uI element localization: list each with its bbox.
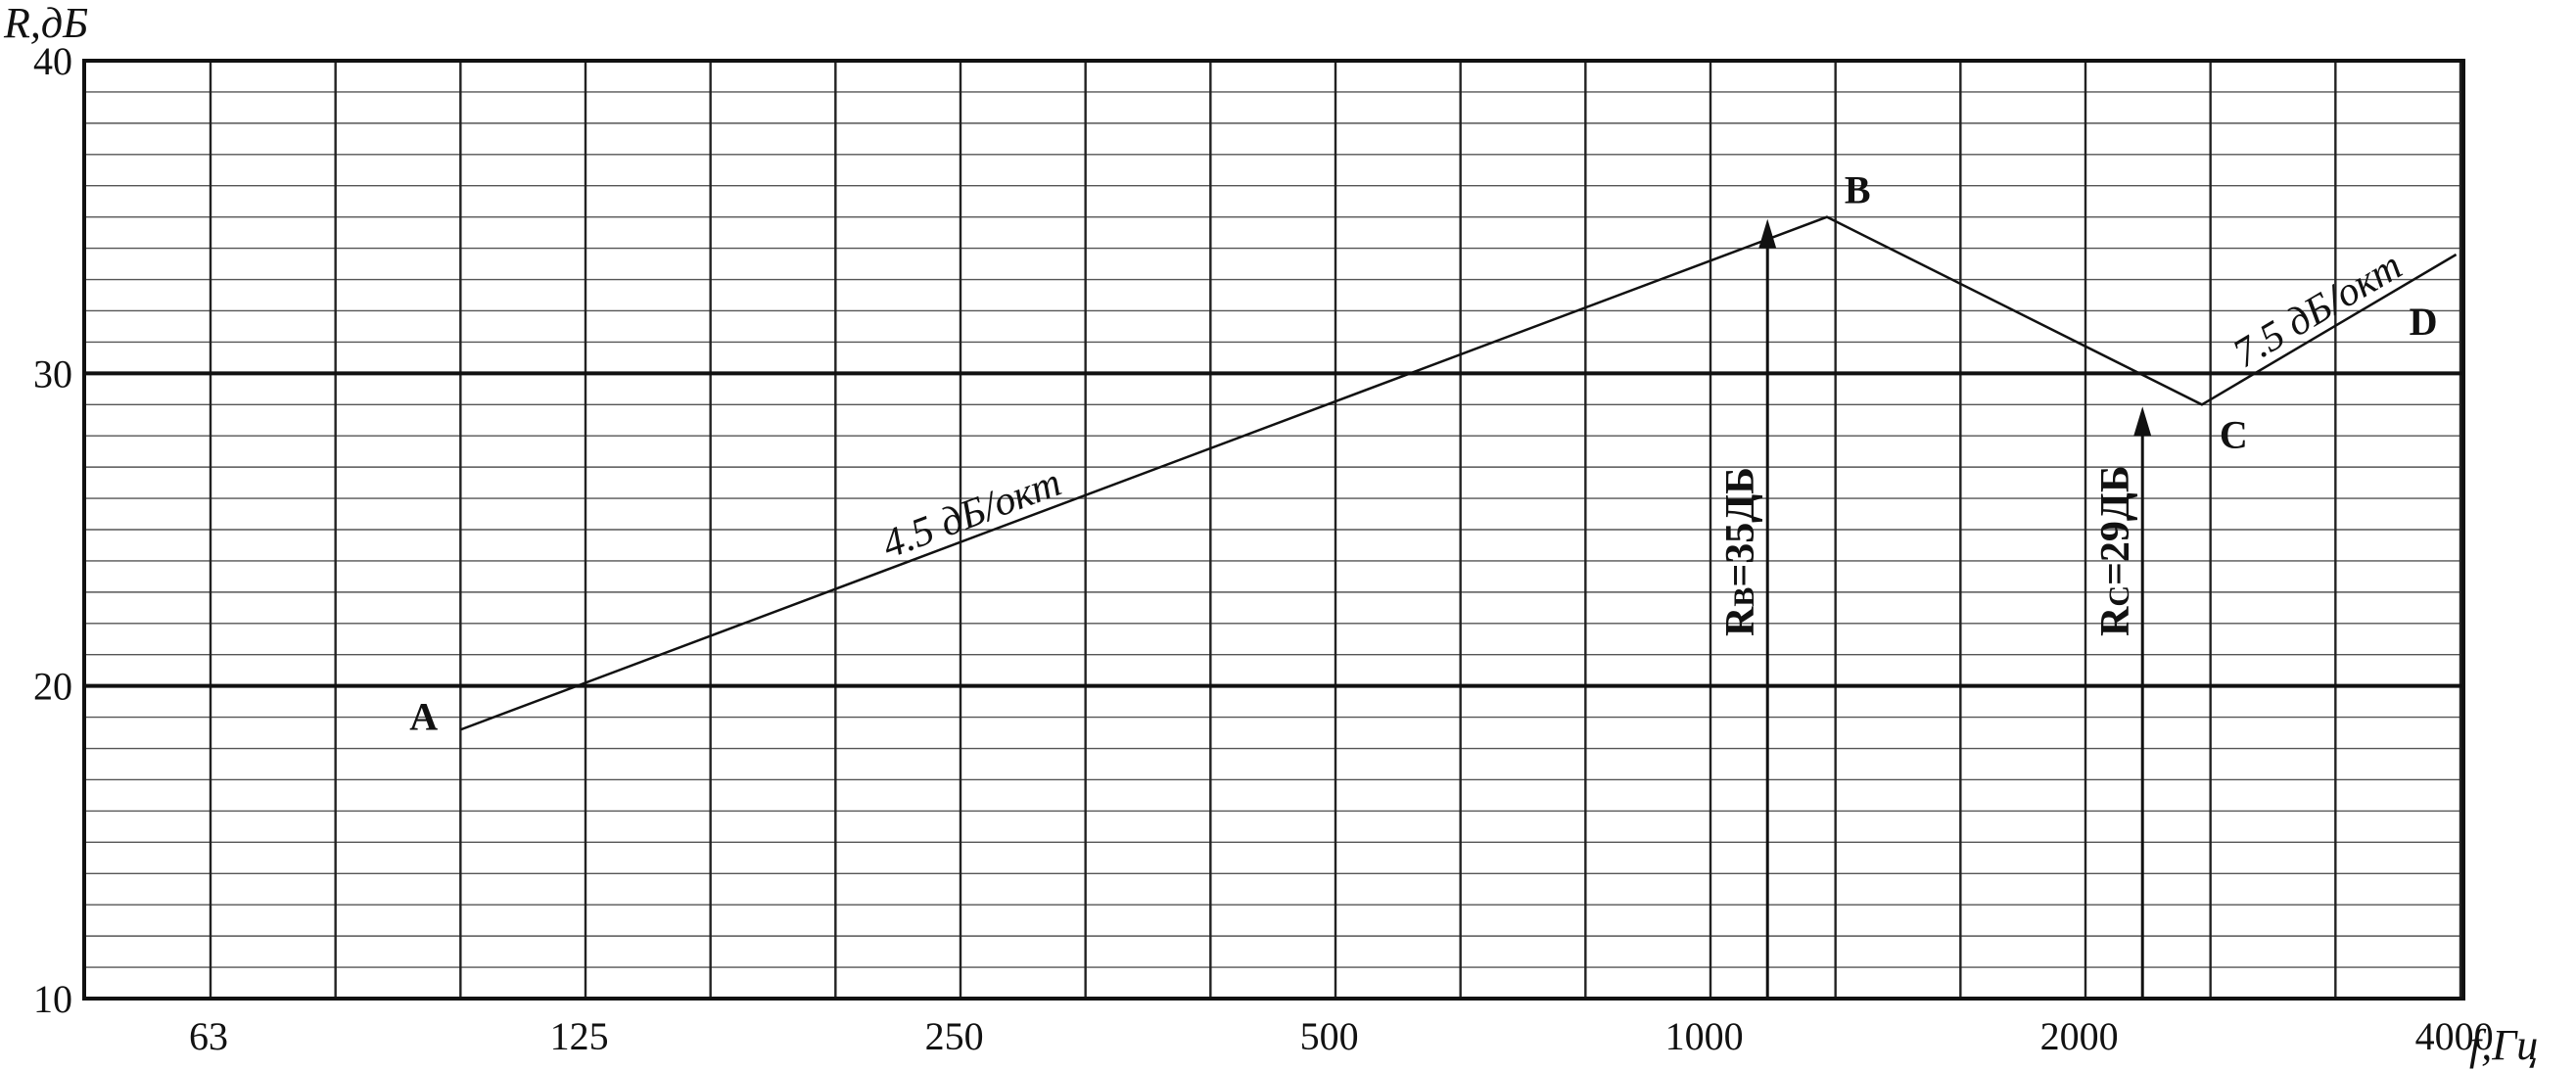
major-grid (84, 371, 2463, 688)
x-tick-label: 63 (189, 1014, 228, 1058)
x-tick-labels: 63 125 250 500 1000 2000 4000 (189, 1014, 2494, 1058)
point-labels: A B C D (409, 168, 2437, 739)
x-tick-label: 4000 (2415, 1014, 2494, 1058)
series-line (459, 215, 2458, 731)
marker-arrow-head (1758, 218, 1777, 249)
minor-grid (84, 91, 2463, 968)
point-label: D (2410, 300, 2438, 344)
y-axis-label: R,дБ (3, 0, 88, 47)
y-tick-label: 30 (33, 351, 72, 396)
vertical-grid (209, 61, 2462, 999)
y-tick-label: 10 (33, 977, 72, 1021)
point-label: B (1845, 168, 1871, 212)
x-tick-label: 250 (925, 1014, 984, 1058)
y-tick-label: 20 (33, 665, 72, 709)
x-tick-label: 1000 (1665, 1014, 1744, 1058)
x-tick-label: 2000 (2040, 1014, 2119, 1058)
plot-frame (82, 59, 2465, 1001)
x-tick-label: 125 (550, 1014, 609, 1058)
x-tick-label: 500 (1300, 1014, 1359, 1058)
point-label: A (409, 694, 438, 738)
x-axis-label: f,Гц (2469, 1021, 2538, 1069)
marker-label: RB=35ДБ (1718, 467, 1763, 636)
marker-arrow-head (2133, 406, 2152, 437)
point-label: C (2220, 412, 2248, 456)
y-tick-labels: 10 20 30 40 (33, 39, 72, 1021)
y-tick-label: 40 (33, 39, 72, 83)
marker-label: RC=29ДБ (2093, 465, 2138, 636)
marker-arrows: RB=35ДБ RC=29ДБ (1718, 218, 2152, 999)
